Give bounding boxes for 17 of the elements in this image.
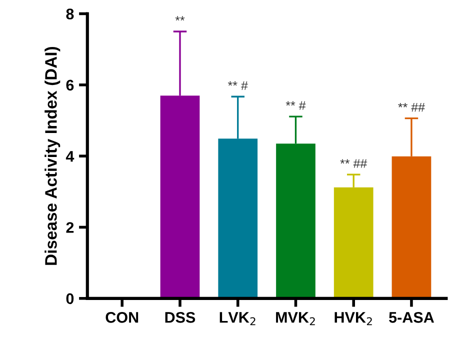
annotation: ** # <box>286 101 306 110</box>
y-tick-label: 2 <box>66 222 74 233</box>
y-tick-label: 6 <box>66 80 74 91</box>
annotation: ** # <box>228 81 248 90</box>
y-axis-title: Disease Activity Index (DAI) <box>44 46 60 265</box>
x-tick-label: 5-ASA <box>389 312 434 323</box>
annotation: ** <box>175 16 185 21</box>
x-tick-label: MVK$_{2}$ <box>276 312 315 326</box>
y-tick-label: 8 <box>66 8 74 20</box>
x-tick-label: LVK$_{2}$ <box>220 312 256 326</box>
y-tick-label: 0 <box>66 293 74 304</box>
x-tick-label: HVK$_{2}$ <box>334 312 372 326</box>
x-tick-label: DSS <box>165 312 196 323</box>
y-tick-label: 4 <box>66 151 74 162</box>
annotation: ** ## <box>340 159 368 168</box>
annotation: ** ## <box>398 102 425 112</box>
x-tick-label: CON <box>106 312 138 323</box>
